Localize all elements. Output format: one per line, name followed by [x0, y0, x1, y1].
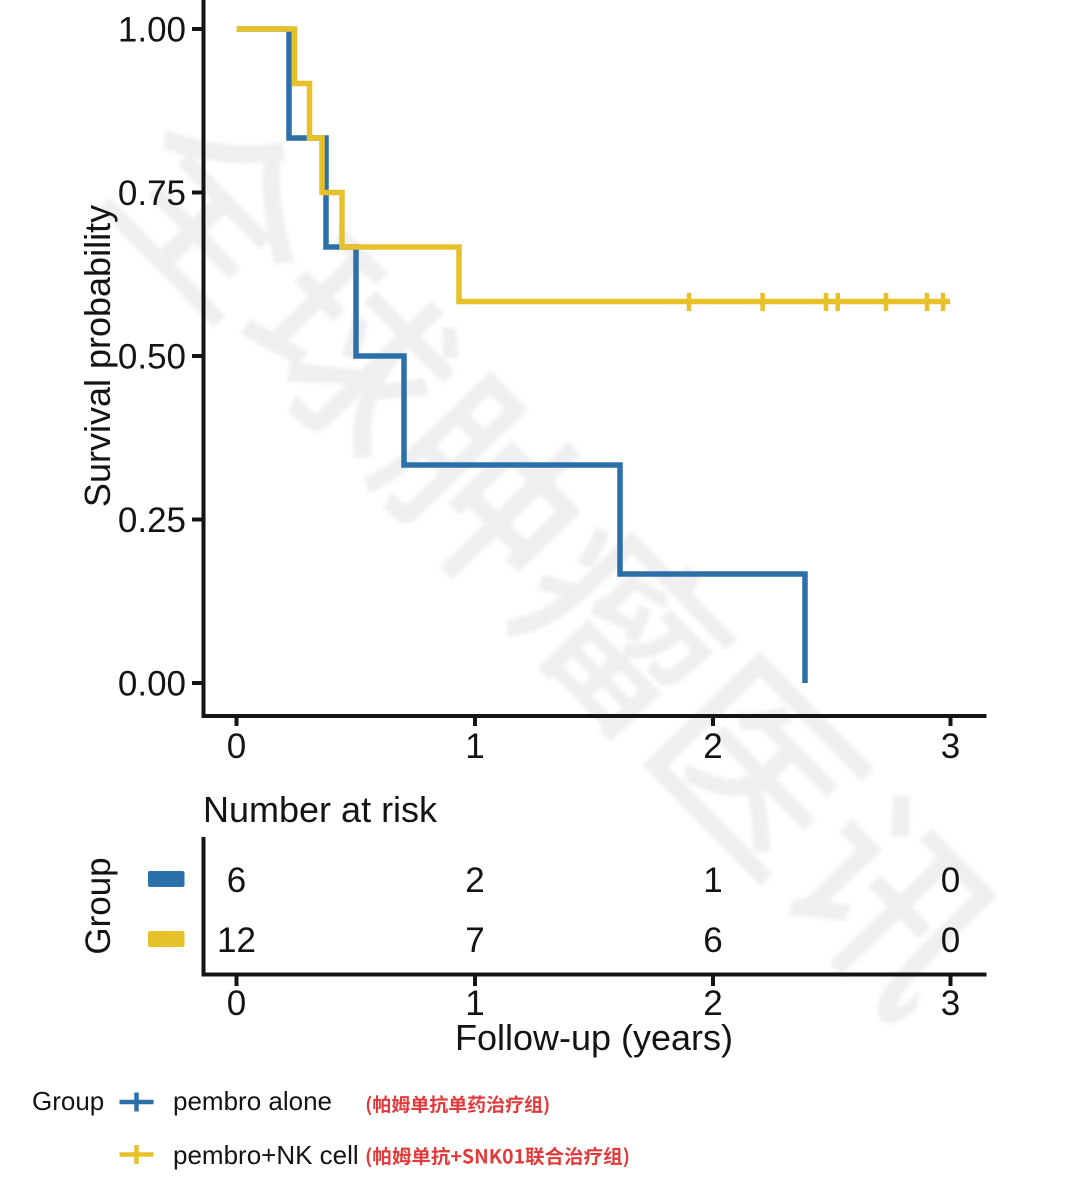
svg-text:2: 2 — [465, 861, 484, 900]
svg-text:0.75: 0.75 — [118, 174, 186, 213]
svg-text:1: 1 — [465, 727, 484, 766]
svg-text:Survival probability: Survival probability — [77, 205, 118, 507]
svg-text:2: 2 — [703, 984, 722, 1023]
svg-text:2: 2 — [703, 727, 722, 766]
svg-text:pembro alone: pembro alone — [173, 1086, 332, 1116]
svg-text:12: 12 — [217, 921, 256, 960]
svg-text:3: 3 — [941, 727, 960, 766]
svg-text:0: 0 — [941, 921, 960, 960]
svg-text:0.00: 0.00 — [118, 664, 186, 703]
svg-text:0.25: 0.25 — [118, 501, 186, 540]
svg-text:6: 6 — [703, 921, 722, 960]
svg-text:1: 1 — [703, 861, 722, 900]
svg-text:3: 3 — [941, 984, 960, 1023]
svg-text:0: 0 — [227, 727, 246, 766]
svg-text:Number at risk: Number at risk — [203, 789, 438, 830]
svg-text:Group: Group — [32, 1086, 104, 1116]
svg-text:6: 6 — [227, 861, 246, 900]
svg-text:Follow-up (years): Follow-up (years) — [455, 1017, 733, 1058]
svg-text:Group: Group — [79, 857, 118, 954]
svg-text:7: 7 — [465, 921, 484, 960]
svg-text:0.50: 0.50 — [118, 337, 186, 376]
svg-text:1: 1 — [465, 984, 484, 1023]
svg-text:1.00: 1.00 — [118, 10, 186, 49]
svg-text:0: 0 — [227, 984, 246, 1023]
svg-text:0: 0 — [941, 861, 960, 900]
svg-text:pembro+NK cell: pembro+NK cell — [173, 1140, 359, 1170]
